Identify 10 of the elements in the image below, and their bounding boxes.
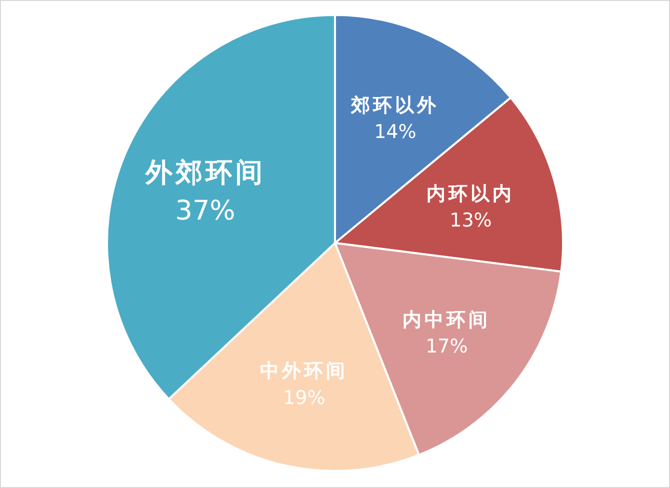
- data-label: 17%: [426, 335, 468, 358]
- slice-label: 内中环间: [402, 308, 491, 331]
- data-label: 37%: [175, 195, 236, 226]
- slice-label: 郊环以外: [350, 94, 440, 116]
- data-label: 13%: [450, 209, 492, 232]
- slice-label: 外郊环间: [144, 157, 266, 188]
- slice-label: 内环以内: [426, 182, 515, 205]
- data-label: 14%: [374, 120, 416, 143]
- slice-label: 中外环间: [260, 360, 348, 382]
- data-label: 19%: [283, 386, 326, 409]
